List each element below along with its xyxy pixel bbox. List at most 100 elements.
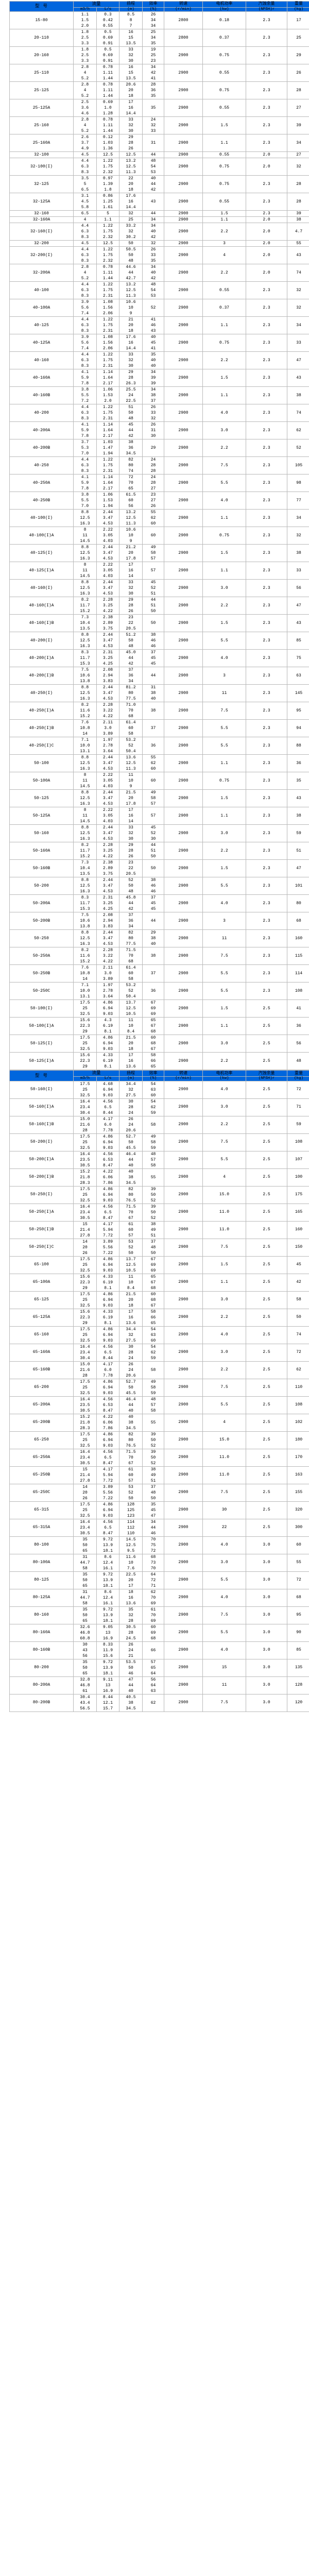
table-row[interactable]: 80-160B 30 43 56 8.33 11.9 15.6 26 24 21 66 2900 4… (9, 1641, 309, 1659)
table-row[interactable]: 50-125(I)A 15.6 22.3 29 4.33 6.19 8.1 17 16 13.6 5… (9, 1052, 309, 1071)
table-row[interactable]: 40-125A 3.9 5.6 7.4 1.08 1.56 2.06 17.6 16 14.4 40… (9, 334, 309, 352)
table-row[interactable]: 40-125(I)A 8 11 14.5 2.22 3.05 4.03 17 16 14 57 2… (9, 562, 309, 580)
table-row[interactable]: 50-200B 7.5 10.6 13.8 2.08 2.94 3.83 37 36 34 44 … (9, 912, 309, 930)
table-row[interactable]: 50-250(I) 17.5 25 32.5 4.86 6.94 9.03 82 80 76.5 3… (9, 1185, 309, 1204)
table-row[interactable]: 25-125 2.8 4 5.2 0.78 1.11 1.44 20.6 20 18 28 36 35 2… (9, 81, 309, 100)
table-row[interactable]: 32-100(I) 4.4 6.3 8.3 1.22 1.75 2.32 13.2 12.5 11… (9, 158, 309, 176)
table-row[interactable]: 40-250A 4.1 5.9 7.8 1.14 1.64 2.17 72 70 65 24 28 27… (9, 474, 309, 493)
table-row[interactable]: 40-200 4.4 6.3 8.3 1.22 1.75 2.31 51 50 48 26 33 32 2… (9, 404, 309, 422)
table-row[interactable]: 65-200 17.5 25 32.5 4.86 6.94 9.03 52.7 50 45.5 49… (9, 1378, 309, 1397)
table-row[interactable]: 40-250(I)C 7.1 10.0 13.1 1.97 2.78 3.64 53.2 52 5… (9, 737, 309, 755)
table-row[interactable]: 65-315A 16.4 23.4 30.5 4.56 6.5 8.47 114 112 110 3… (9, 1518, 309, 1537)
table-row[interactable]: 25-160A 2.6 3.7 4.9 0.12 1.03 1.36 29 28 26 31 29… (9, 134, 309, 152)
table-row[interactable]: 20-160 1.8 2.5 3.3 0.5 0.69 0.91 33 32 30 19 25 23 29… (9, 46, 309, 65)
table-row[interactable]: 40-200(I) 8.8 12.5 16.3 2.44 3.47 4.53 51.2 50 48… (9, 632, 309, 650)
table-row[interactable]: 50-125A 8 11 14.5 2.22 3.05 4.03 17 16 14 57 2900… (9, 807, 309, 825)
table-row[interactable]: 65-200A 16.4 23.5 30.5 4.56 6.53 8.47 46.4 44 40 4… (9, 1396, 309, 1414)
table-row[interactable]: 65-250 17.5 25 32.5 4.86 6.94 9.03 82 80 76.5 39 50… (9, 1431, 309, 1449)
table-row[interactable]: 80-125A 31 44.7 58 8.6 12.4 16.1 18 16 13.6 62 70 69… (9, 1588, 309, 1607)
table-row[interactable]: 65-160B 15.0 21.6 28 4.17 6.0 7.78 26 24 20.6 58 … (9, 1361, 309, 1379)
table-row[interactable]: 65-125A 15.6 22.3 29 4.33 6.19 8.1 17 16 13.6 58 66… (9, 1308, 309, 1327)
table-row[interactable]: 80-125 35 50 65 9.72 13.9 18.1 22.5 20 17 64 72 71 29… (9, 1571, 309, 1589)
table-row[interactable]: 50-125(I) 17.5 25 32.5 4.86 6.94 9.03 21.5 20 18 6… (9, 1035, 309, 1053)
table-row[interactable]: 65-100 17.5 25 32.5 4.86 6.94 9.03 13.7 12.5 10.5… (9, 1256, 309, 1274)
table-row[interactable]: 25-160 2.8 4 5.2 0.78 1.11 1.44 33 32 30 24 32 33 290… (9, 116, 309, 135)
table-row[interactable]: 80-100A 31 44.7 58 8.6 12.4 16.1 11.6 10 7.6 68 73 7… (9, 1553, 309, 1572)
table-row[interactable]: 40-160 4.4 6.3 8.3 1.22 1.75 2.31 33 32 30 35 40 40 2… (9, 351, 309, 370)
table-row[interactable]: 50-100(I)A 15.6 22.3 29 4.3 6.19 8.1 11 10 8.4 65 6… (9, 1017, 309, 1036)
table-row[interactable]: 65-250A 16.4 23.4 30.5 4.56 6.5 8.47 71.5 70 67 39… (9, 1448, 309, 1467)
table-row[interactable]: 65-160A 16.4 23.4 30.4 4.56 6.5 8.44 30 28 24 54 62… (9, 1343, 309, 1362)
table-row[interactable]: 50-100A 8 11 14.5 2.22 3.05 4.03 11 10 9 60 2900 0… (9, 772, 309, 790)
table-row[interactable]: 40-250(I) 8.8 12.5 16.3 2.44 3.47 4.53 81.2 80 77… (9, 684, 309, 703)
table-row[interactable]: 50-250 8.8 12.5 16.3 2.44 3.47 4.53 82 80 77.5 29 3… (9, 929, 309, 948)
table-row[interactable]: 40-250(I)B 7.6 10.8 14 2.11 3.0 3.89 61.4 60 58 3… (9, 719, 309, 738)
table-row[interactable]: 50-160 8.8 12.5 16.3 2.44 3.47 4.53 33 32 30 45 52 3… (9, 824, 309, 843)
table-row[interactable]: 40-100A 3.9 5.6 7.4 1.08 1.56 2.06 10.6 10 9 52 2… (9, 299, 309, 317)
table-row[interactable]: 40-125 4.4 6.3 8.3 1.22 1.75 2.31 21 20 18 41 46 43 2… (9, 316, 309, 335)
table-row[interactable]: 50-100 8.8 12.5 16.3 2.44 3.47 4.53 13.6 12.5 11.… (9, 754, 309, 773)
table-row[interactable]: 32-125A 3.1 4.5 5.8 0.86 1.25 1.61 17.6 16 14.4 4… (9, 193, 309, 211)
cell-head: 53.5 50 46 (119, 1658, 143, 1677)
table-row[interactable]: 40-160B 3.8 5.5 7.2 1.06 1.53 2.0 25.5 24 22.5 34 3… (9, 386, 309, 405)
table-row[interactable]: 50-160(I)A 16.4 23.4 30.4 4.56 6.5 8.44 30 28 24 5… (9, 1098, 309, 1116)
table-row[interactable]: 40-160(I) 8.8 12.5 16.3 2.44 3.47 4.53 33 32 30 45… (9, 579, 309, 598)
table-row[interactable]: 50-160(I)B 15.0 21.6 28 4.17 6.0 7.78 26 24 20.6 … (9, 1115, 309, 1134)
table-row[interactable]: 80-200A 32.8 46.8 61 9.11 13 16.9 47 44 40 56 64 63 2… (9, 1676, 309, 1694)
table-row[interactable]: 40-160(I)A 8.2 11.7 15.2 2.28 3.25 4.22 29 28 26 4… (9, 597, 309, 615)
table-row[interactable]: 50-160B 7.3 10.4 13.5 2.38 2.89 3.75 23 22 20.5 5… (9, 859, 309, 878)
table-row[interactable]: 50-200(I)B 15.2 21.8 28.3 4.22 6.06 7.86 40 38 34… (9, 1168, 309, 1187)
table-row[interactable]: 50-250(I)B 15 21.4 27.8 4.17 5.94 7.72 61 60 57 38… (9, 1221, 309, 1239)
table-row[interactable]: 40-160(I)B 7.3 10.4 13.5 2.38 2.89 3.75 23 22 20.… (9, 614, 309, 633)
table-row[interactable]: 40-200A 4.1 5.9 7.8 1.14 1.64 2.17 45 44 42 26 31 30… (9, 421, 309, 440)
table-row[interactable]: 32-200A 2.8 4 5.2 0.78 1.11 1.44 44.6 44 42.7 34 40… (9, 264, 309, 282)
table-row[interactable]: 65-200B 15.2 21.8 28.3 4.22 6.06 7.86 40 38 34.5 … (9, 1413, 309, 1432)
table-row[interactable]: 65-250B 15 21.4 27.8 4.17 5.94 7.72 61 60 57 38 49 5… (9, 1466, 309, 1484)
table-row[interactable]: 50-125 8.8 12.5 16.3 2.44 3.47 4.53 21.5 20 17.8 4… (9, 789, 309, 808)
table-row[interactable]: 32-160 6.5 5 32 44 2900 1.5 2.3 39 (9, 210, 309, 217)
table-row[interactable]: 40-125(I) 8.8 12.5 16.3 2.44 3.47 4.53 21.2 20 17… (9, 544, 309, 563)
table-row[interactable]: 32-100 4.5 12.5 12.5 44 2900 0.55 2.0 27 (9, 151, 309, 159)
table-row[interactable]: 50-160A 8.2 11.7 15.2 2.28 3.25 4.22 29 28 26 44 51… (9, 842, 309, 860)
table-row[interactable]: 80-200B 30.4 43.4 56.5 8.44 12.1 15.7 40.5 38 34.… (9, 1693, 309, 1712)
table-row[interactable]: 65-125 17.5 25 32.5 4.86 6.94 9.03 21.5 20 18 60 68… (9, 1291, 309, 1309)
table-row[interactable]: 65-315 17.5 25 32.5 4.86 6.94 9.03 128 125 123 35 4… (9, 1501, 309, 1519)
table-row[interactable]: 80-160 35 50 65 9.72 13.9 18.1 35 32 28 61 70 69 2900… (9, 1606, 309, 1624)
table-row[interactable]: 25-125A 2.5 3.6 4.6 0.69 1.0 1.28 17 16 14.4 35 2… (9, 99, 309, 117)
table-row[interactable]: 40-200(I)B 7.5 10.6 13.8 2.08 2.94 3.83 37 36 34 … (9, 667, 309, 685)
table-row[interactable]: 50-200A 8.3 11.7 15.3 2.31 3.25 4.25 45.8 44 42 37… (9, 894, 309, 913)
table-row[interactable]: 15-80 1.1 1.5 2.0 0.3 0.42 0.55 8.5 8 7 26 34 34 2800… (9, 11, 309, 30)
table-row[interactable]: 50-250B 7.6 10.8 14 2.11 3.0 3.89 61.4 60 58 37 2… (9, 964, 309, 983)
table-row[interactable]: 80-200 35 50 65 9.72 13.9 18.1 53.5 50 46 57 65 64 29… (9, 1658, 309, 1677)
table-row[interactable]: 50-100(I) 17.5 25 32.5 4.86 6.94 9.03 13.7 12.5 1… (9, 999, 309, 1018)
table-row[interactable]: 40-160A 4.1 5.9 7.8 1.14 1.64 2.17 29 28 26.3 34 39… (9, 369, 309, 387)
table-row[interactable]: 50-250A 8.2 11.6 15.2 2.28 3.22 4.22 71.5 70 68 3… (9, 947, 309, 965)
table-row[interactable]: 40-100(I)A 8 11 14.5 2.22 3.05 4.03 10.6 10 9 60 … (9, 527, 309, 545)
table-row[interactable]: 32-160(I) 4.4 6.3 8.3 1.22 1.75 2.32 33.2 32 30.2… (9, 223, 309, 241)
table-row[interactable]: 50-200(I) 17.5 25 32.5 4.86 6.94 9.03 52.7 50 45.… (9, 1133, 309, 1151)
table-row[interactable]: 40-250 4.4 6.3 8.3 1.22 1.75 2.31 82 80 74 24 28 28 2… (9, 456, 309, 475)
table-row[interactable]: 40-100(I) 8.8 12.5 16.3 2.44 3.47 4.53 13.2 12.5… (9, 509, 309, 528)
table-row[interactable]: 65-160 17.5 25 32.5 4.86 6.94 9.03 34.4 32 27.5 54… (9, 1326, 309, 1344)
table-row[interactable]: 80-100 35 50 65 9.72 13.9 18.1 14.5 12.5 9.5 70 75 7… (9, 1536, 309, 1554)
table-row[interactable]: 50-250C 7.1 10.0 13.1 1.97 2.78 3.64 53.2 52 50.4… (9, 982, 309, 1001)
table-row[interactable]: 40-200(I)A 8.3 11.7 15.3 2.31 3.25 4.25 45.0 44 4… (9, 649, 309, 668)
table-row[interactable]: 50-160(I) 17.5 25 32.5 4.68 6.94 9.03 34.4 32 27.… (9, 1080, 309, 1099)
table-row[interactable]: 50-250(I)C 14 20 26 3.89 5.56 7.22 53 52 50 37 48 50… (9, 1238, 309, 1257)
table-row[interactable]: 50-250(I)A 16.4 23.4 30.5 4.56 6.5 8.47 71.5 70 6… (9, 1203, 309, 1222)
table-row[interactable]: 32-200 4.5 12.5 50 32 2900 3 2.0 55 (9, 240, 309, 247)
table-row[interactable]: 25-110 2.8 4 5.2 0.78 1.11 1.44 16 15 13.5 34 42 41 2… (9, 64, 309, 82)
table-row[interactable]: 65-250C 14 20 26 3.89 5.56 7.22 53 52 50 37 48 50 290… (9, 1483, 309, 1502)
table-row[interactable]: 65-100A 15.6 22.3 29 4.33 6.19 8.1 11 10 8.4 65 67 6… (9, 1273, 309, 1292)
table-row[interactable]: 50-200(I)A 16.4 23.5 30.5 4.56 6.53 8.47 46.4 44… (9, 1150, 309, 1169)
table-row[interactable]: 40-100 4.4 6.3 8.3 1.22 1.75 2.31 13.2 12.5 11.3 4… (9, 281, 309, 300)
table-row[interactable]: 40-200B 3.7 5.3 7.0 1.03 1.47 1.94 38 36 34.5 29 … (9, 439, 309, 457)
table-row[interactable]: 40-250(I)A 8.2 11.6 15.2 2.28 3.22 4.22 71.0 70 6… (9, 702, 309, 720)
table-row[interactable]: 32-125 3.5 5 6.5 0.97 1.39 1.8 22 20 18 40 44 42 2900… (9, 175, 309, 194)
table-row[interactable]: 50-200 8.8 12.5 16.3 2.44 3.47 4.53 52 50 48 38 46 4… (9, 877, 309, 895)
table-row[interactable]: 20-110 1.8 2.5 3.3 0.5 0.69 0.91 16 15 13.5 25 34 35… (9, 29, 309, 47)
table-row[interactable]: 32-200(I) 4.4 6.3 8.3 1.22 1.75 2.32 50.5 50 48 26… (9, 246, 309, 265)
table-row[interactable]: 40-250B 3.8 5.5 7.0 1.06 1.53 1.94 61.5 60 56 23 27… (9, 492, 309, 510)
table-row[interactable]: 32-160A 4 1.1 25 34 2900 1.1 2.0 38 (9, 216, 309, 224)
table-row[interactable]: 80-160A 32.6 46.8 60.8 9.05 13 16.9 30.5 28 24.5 6… (9, 1623, 309, 1642)
